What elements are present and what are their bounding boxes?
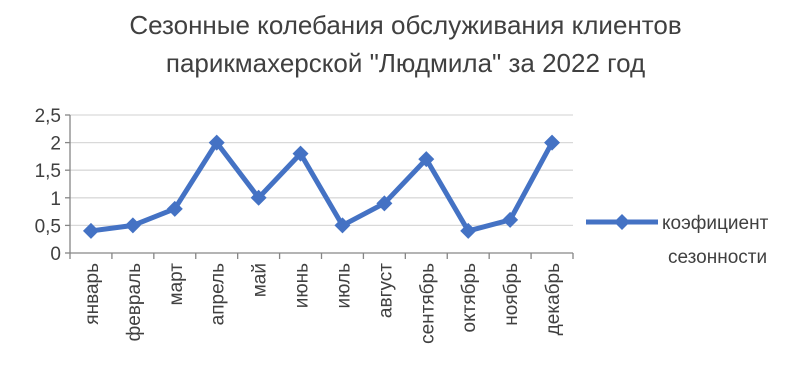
x-tick-label: июль [333, 263, 354, 309]
data-point [502, 211, 519, 228]
legend-label-line-1: коэфициент [662, 213, 769, 234]
axes [65, 114, 574, 259]
y-tick-label: 2 [50, 134, 61, 155]
y-tick-label: 0,5 [35, 216, 61, 237]
data-point [124, 217, 141, 234]
chart-title: Сезонные колебания обслуживания клиентов… [0, 6, 811, 82]
x-tick-label: июнь [292, 263, 313, 308]
x-tick-label: февраль [124, 263, 145, 342]
data-point [334, 217, 351, 234]
y-tick-label: 1 [50, 189, 61, 210]
data-point [250, 189, 267, 206]
data-point [544, 134, 561, 151]
x-tick-label: ноябрь [501, 263, 522, 326]
y-tick-labels: 0 0,5 1 1,5 2 2,5 [35, 106, 61, 265]
data-point [166, 200, 183, 217]
x-tick-label: декабрь [543, 263, 564, 335]
grid-lines [70, 114, 573, 227]
x-tick-labels: январь февраль март апрель май июнь июль август… [82, 263, 564, 344]
data-point [82, 222, 99, 239]
data-point [460, 222, 477, 239]
data-point [376, 195, 393, 212]
series-line [88, 140, 555, 234]
chart-title-line-2: парикмахерской "Людмила" за 2022 год [165, 48, 646, 78]
series [82, 134, 561, 239]
data-point [418, 151, 435, 168]
y-tick-label: 1,5 [35, 161, 61, 182]
x-tick-label: январь [82, 263, 103, 325]
legend-label-line-2: сезонности [668, 247, 767, 268]
x-tick-label: октябрь [459, 263, 480, 333]
legend-marker [614, 214, 630, 230]
x-tick-label: сентябрь [417, 263, 438, 344]
y-tick-label: 2,5 [35, 106, 61, 127]
data-point [292, 145, 309, 162]
data-point [208, 134, 225, 151]
x-tick-label: август [375, 263, 396, 318]
legend: коэфициент сезонности [586, 213, 769, 268]
x-tick-label: март [166, 263, 187, 306]
chart-title-line-1: Сезонные колебания обслуживания клиентов [129, 10, 682, 40]
x-tick-label: май [250, 263, 271, 297]
y-tick-label: 0 [50, 244, 61, 265]
x-tick-label: апрель [208, 263, 229, 325]
